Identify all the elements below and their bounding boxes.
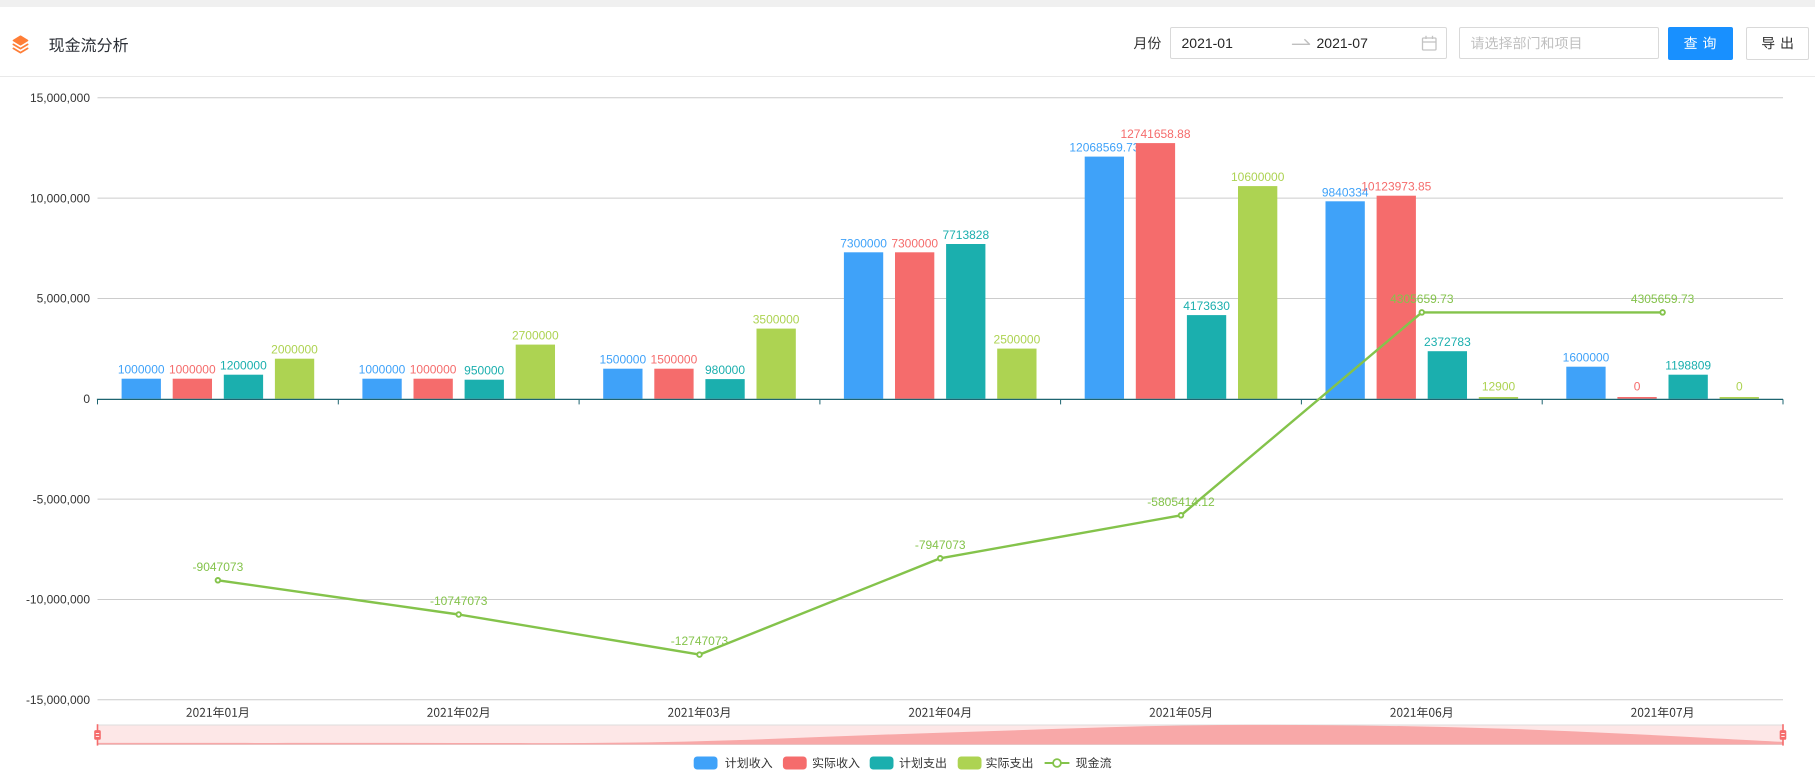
svg-text:1198809: 1198809 <box>1665 359 1711 373</box>
svg-text:1500000: 1500000 <box>599 353 646 367</box>
svg-text:2000000: 2000000 <box>271 343 318 357</box>
svg-text:4173630: 4173630 <box>1183 299 1230 313</box>
svg-text:2700000: 2700000 <box>512 329 559 343</box>
svg-text:12741658.88: 12741658.88 <box>1120 127 1190 141</box>
svg-text:0: 0 <box>83 392 90 406</box>
svg-text:1200000: 1200000 <box>220 359 267 373</box>
svg-text:12900: 12900 <box>1482 379 1516 393</box>
svg-text:-5,000,000: -5,000,000 <box>33 492 91 506</box>
svg-text:12068569.73: 12068569.73 <box>1069 141 1139 155</box>
svg-text:4305659.73: 4305659.73 <box>1390 292 1454 306</box>
svg-text:7300000: 7300000 <box>891 236 938 250</box>
svg-text:-12747073: -12747073 <box>671 634 729 648</box>
svg-text:15,000,000: 15,000,000 <box>30 91 90 105</box>
svg-text:4305659.73: 4305659.73 <box>1631 292 1695 306</box>
svg-text:2372783: 2372783 <box>1424 335 1471 349</box>
svg-text:3500000: 3500000 <box>753 313 800 327</box>
svg-text:9840334: 9840334 <box>1322 185 1369 199</box>
svg-text:7713828: 7713828 <box>942 228 989 242</box>
svg-text:1600000: 1600000 <box>1563 351 1610 365</box>
svg-text:-15,000,000: -15,000,000 <box>26 693 90 707</box>
svg-text:2021-07: 2021-07 <box>1317 35 1369 51</box>
svg-text:-7947073: -7947073 <box>915 538 966 552</box>
svg-text:-5805414.12: -5805414.12 <box>1147 495 1215 509</box>
svg-text:-10,000,000: -10,000,000 <box>26 593 90 607</box>
svg-text:2021-01: 2021-01 <box>1182 35 1234 51</box>
svg-text:1000000: 1000000 <box>118 363 165 377</box>
svg-text:1500000: 1500000 <box>651 353 698 367</box>
svg-text:-9047073: -9047073 <box>193 560 244 574</box>
svg-text:0: 0 <box>1736 379 1743 393</box>
svg-text:-10747073: -10747073 <box>430 594 488 608</box>
svg-text:1000000: 1000000 <box>359 363 406 377</box>
svg-text:10123973.85: 10123973.85 <box>1361 180 1431 194</box>
svg-text:1000000: 1000000 <box>169 363 216 377</box>
svg-text:950000: 950000 <box>464 364 504 378</box>
svg-text:7300000: 7300000 <box>840 236 887 250</box>
svg-text:0: 0 <box>1634 379 1641 393</box>
svg-text:10,000,000: 10,000,000 <box>30 191 90 205</box>
svg-text:980000: 980000 <box>705 363 745 377</box>
svg-text:2500000: 2500000 <box>994 333 1041 347</box>
svg-text:10600000: 10600000 <box>1231 170 1285 184</box>
svg-text:1000000: 1000000 <box>410 363 457 377</box>
svg-text:5,000,000: 5,000,000 <box>37 292 91 306</box>
